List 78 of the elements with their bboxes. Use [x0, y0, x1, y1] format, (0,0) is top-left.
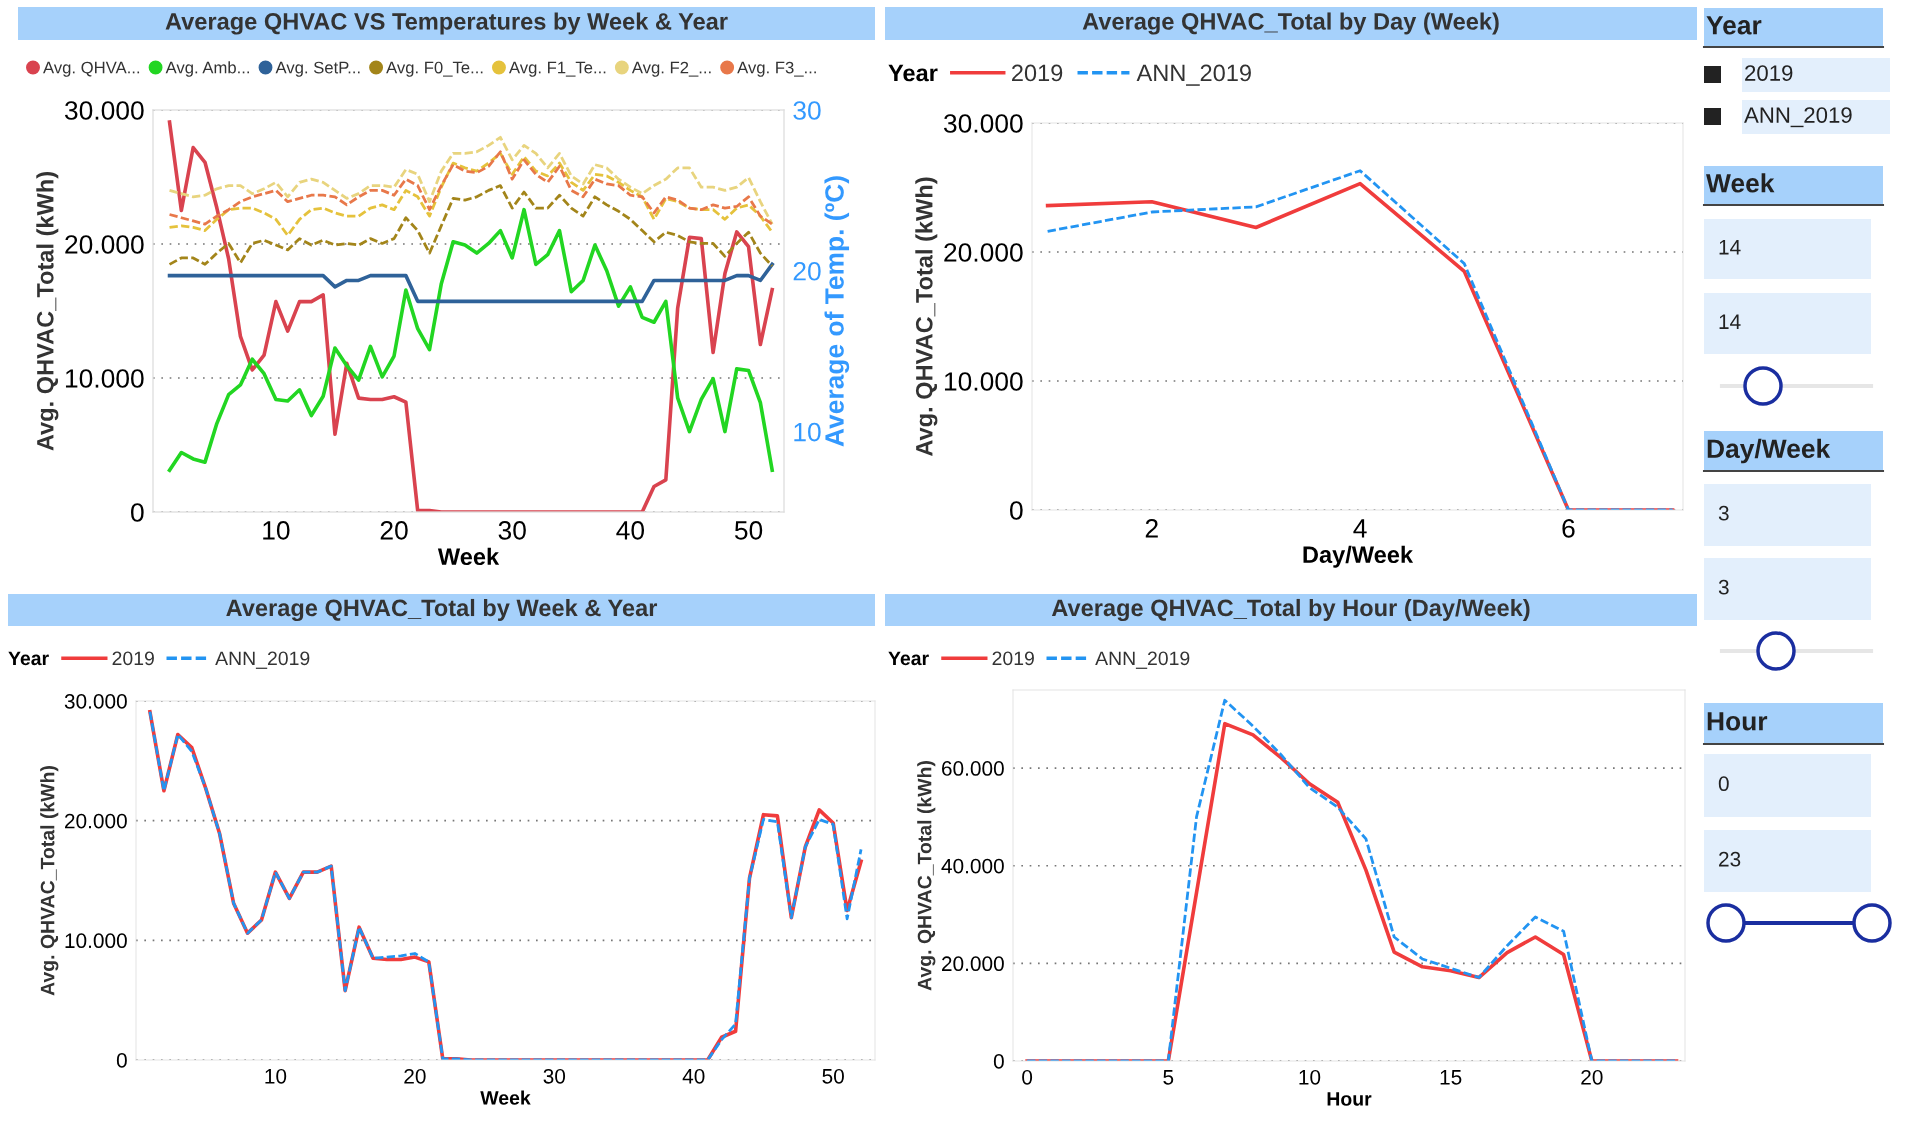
- y-tick-label: 30.000: [64, 694, 127, 709]
- y-tick-label: 0: [131, 503, 144, 522]
- x-tick-label: 5: [1163, 1070, 1174, 1085]
- y-tick-label: 30.000: [943, 114, 1023, 133]
- text: Year: [1706, 16, 1762, 35]
- x-tick-label: 20: [404, 1068, 426, 1084]
- legend-label: 2019: [112, 651, 154, 666]
- legend-label: 2019: [992, 651, 1034, 666]
- legend-label: Avg. QHVA...: [43, 61, 140, 77]
- y-tick-label: 10.000: [944, 372, 1023, 391]
- y-axis-title: Avg. QHVAC_Total (kWh): [915, 177, 938, 457]
- x-tick-label: 4: [1353, 519, 1367, 538]
- x-tick-label: 10: [1299, 1069, 1321, 1085]
- legend-label: Avg. Amb...: [165, 61, 249, 77]
- y-tick-label: 20.000: [944, 243, 1023, 262]
- y-tick-label: 10.000: [65, 933, 127, 949]
- text: 14: [1719, 240, 1741, 255]
- text: Week: [1706, 173, 1775, 193]
- y2-tick-label: 30: [793, 101, 821, 120]
- legend-label: 2019: [1012, 64, 1063, 82]
- x-axis-title: Day/Week: [1303, 545, 1414, 568]
- legend-label: ANN_2019: [1136, 64, 1251, 86]
- chart-title: Average QHVAC VS Temperatures by Week & Year: [165, 12, 728, 35]
- y2-axis-title: Average of Temp. (ºC): [824, 176, 850, 447]
- x-tick-label: 40: [616, 521, 645, 540]
- text: ANN_2019: [1744, 107, 1852, 128]
- x-tick-label: 30: [498, 521, 526, 540]
- y-tick-label: 40.000: [941, 858, 1004, 874]
- x-tick-label: 2: [1145, 519, 1158, 538]
- x-axis-title: Week: [437, 547, 500, 566]
- x-tick-label: 0: [1022, 1069, 1033, 1085]
- legend-label: Avg. SetP...: [275, 61, 360, 77]
- legend-label: ANN_2019: [215, 651, 310, 669]
- legend-label: Avg. F1_Te...: [509, 61, 606, 77]
- x-tick-label: 20: [1581, 1069, 1603, 1085]
- y-tick-label: 20.000: [942, 956, 1004, 972]
- y-axis-title: Avg. QHVAC_Total (kWh): [917, 761, 936, 991]
- x-tick-label: 15: [1440, 1070, 1462, 1085]
- y-tick-label: 0: [1010, 501, 1023, 520]
- legend-title: Year: [888, 651, 929, 666]
- text: 2019: [1745, 65, 1793, 81]
- text: 23: [1719, 851, 1741, 867]
- legend-label: ANN_2019: [1095, 651, 1190, 669]
- y-tick-label: 0: [116, 1053, 127, 1068]
- x-axis-title: Hour: [1327, 1092, 1372, 1106]
- text: 14: [1719, 314, 1741, 329]
- legend-label: Avg. F3_...: [737, 61, 816, 77]
- x-tick-label: 20: [380, 521, 408, 540]
- x-tick-label: 40: [682, 1068, 705, 1084]
- chart-title: Average QHVAC_Total by Week & Year: [226, 598, 658, 622]
- y-tick-label: 20.000: [65, 813, 127, 829]
- x-tick-label: 50: [822, 1068, 844, 1084]
- text: Day/Week: [1707, 438, 1831, 464]
- text: 3: [1718, 579, 1729, 595]
- x-axis-title: Week: [480, 1090, 531, 1105]
- chart-title: Average QHVAC_Total by Hour (Day/Week): [1051, 598, 1530, 622]
- x-tick-label: 6: [1562, 519, 1575, 538]
- legend-title: Year: [8, 651, 49, 666]
- x-tick-label: 30: [543, 1068, 566, 1084]
- y2-tick-label: 10: [794, 422, 821, 442]
- y2-tick-label: 20: [793, 261, 821, 281]
- text: Hour: [1707, 712, 1768, 731]
- x-tick-label: 10: [263, 521, 290, 540]
- x-tick-label: 50: [734, 521, 763, 540]
- chart-title: Average QHVAC_Total by Day (Week): [1082, 12, 1499, 35]
- y-tick-label: 30.000: [64, 101, 144, 120]
- y-tick-label: 0: [993, 1054, 1004, 1069]
- x-tick-label: 10: [265, 1068, 287, 1084]
- y-axis-title: Avg. QHVAC_Total (kWh): [36, 172, 59, 451]
- legend-label: Avg. F0_Te...: [386, 61, 483, 77]
- y-tick-label: 60.000: [942, 761, 1004, 776]
- y-tick-label: 10.000: [65, 369, 144, 388]
- text: 3: [1718, 505, 1729, 521]
- y-axis-title: Avg. QHVAC_Total (kWh): [40, 766, 59, 996]
- legend-label: Avg. F2_...: [631, 61, 711, 77]
- text: 0: [1718, 776, 1729, 792]
- legend-title: Year: [888, 64, 938, 82]
- y-tick-label: 20.000: [65, 235, 144, 254]
